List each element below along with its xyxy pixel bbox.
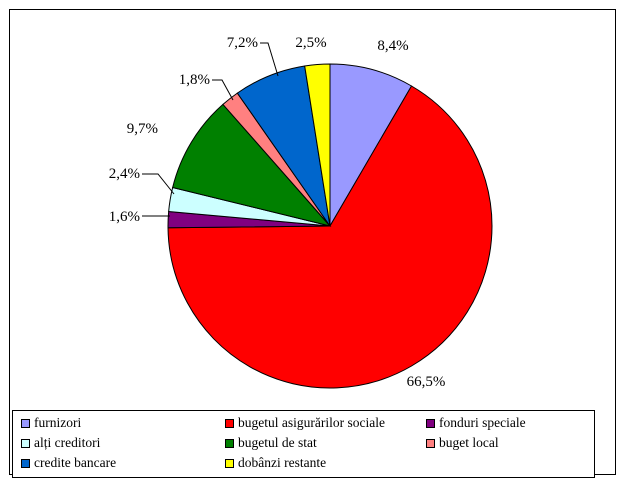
legend-item-buget-local: buget local [426,435,499,451]
legend-item-credite-bancare: credite bancare [21,455,116,471]
legend: furnizori bugetul asigurărilor sociale f… [12,410,595,478]
legend-label: bugetul asigurărilor sociale [238,415,385,430]
legend-item-alti-creditori: alți creditori [21,435,100,451]
leader-line [212,79,234,101]
pie-slice [304,63,331,227]
legend-item-fonduri-speciale: fonduri speciale [426,415,526,431]
legend-label: fonduri speciale [439,415,526,430]
legend-swatch [225,418,234,428]
legend-label: dobânzi restante [238,455,327,470]
slice-value-label: 9,7% [127,121,158,137]
legend-label: furnizori [34,415,82,430]
legend-swatch [21,418,30,428]
legend-label: credite bancare [34,455,117,470]
leader-line [260,42,279,77]
slice-value-label: 2,4% [109,166,140,182]
slice-value-label: 8,4% [377,38,408,54]
legend-item-bugetul-de-stat: bugetul de stat [225,435,317,451]
legend-label: buget local [439,435,499,450]
legend-label: bugetul de stat [238,435,317,450]
legend-swatch [21,438,30,448]
pie-slice [167,85,493,389]
legend-swatch [426,438,435,448]
legend-label: alți creditori [34,435,101,450]
legend-swatch [225,458,234,468]
legend-swatch [21,458,30,468]
slice-value-label: 1,6% [109,209,140,225]
leader-line [142,173,175,195]
pie-slice [329,63,413,228]
pie-slice [172,103,332,227]
legend-swatch [225,438,234,448]
slice-value-label: 7,2% [227,35,258,51]
slice-value-label: 66,5% [407,374,446,390]
slice-value-label: 2,5% [295,35,326,51]
legend-item-bugetul-asigurarilor-sociale: bugetul asigurărilor sociale [225,415,385,431]
legend-swatch [426,418,435,428]
legend-item-dobanzi-restante: dobânzi restante [225,455,326,471]
slice-value-label: 1,8% [179,72,210,88]
legend-item-furnizori: furnizori [21,415,81,431]
